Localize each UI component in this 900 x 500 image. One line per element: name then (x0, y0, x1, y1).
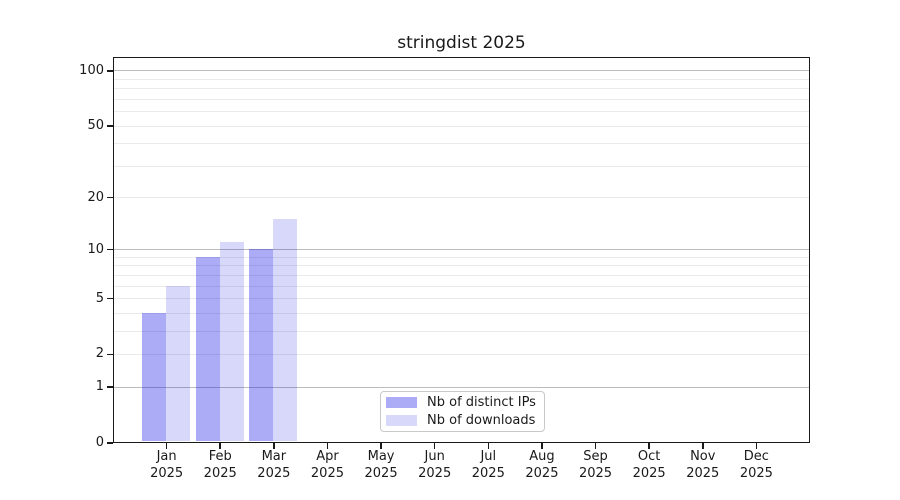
x-tick-mark (648, 443, 650, 449)
x-tick-mark (755, 443, 758, 449)
legend-label-distinct-ips: Nb of distinct IPs (427, 395, 536, 410)
legend: Nb of distinct IPs Nb of downloads (380, 391, 545, 432)
y-tick-label: 20 (87, 189, 104, 205)
plot-area (113, 57, 810, 443)
gridline-minor (114, 143, 809, 145)
bar-distinct-ips (142, 312, 167, 441)
x-tick-label: Sep 2025 (578, 449, 613, 481)
bar-distinct-ips (249, 249, 274, 441)
legend-item-distinct-ips: Nb of distinct IPs (386, 395, 544, 410)
x-tick-mark (541, 443, 543, 449)
gridline-major (114, 386, 809, 388)
legend-swatch-distinct-ips (386, 397, 417, 408)
gridline-minor (114, 256, 809, 258)
bar-downloads (219, 242, 244, 441)
gridline-minor (114, 98, 809, 100)
gridline-major (114, 249, 809, 251)
gridline-minor (114, 285, 809, 287)
y-tick-mark (107, 196, 113, 199)
gridline-minor (114, 298, 809, 300)
gridline-minor (114, 353, 809, 355)
x-tick-label: Aug 2025 (525, 449, 559, 481)
gridline-minor (114, 88, 809, 90)
x-tick-label: Oct 2025 (632, 449, 666, 481)
y-tick-mark (107, 442, 113, 444)
gridline-minor (114, 312, 809, 314)
y-tick-mark (107, 353, 113, 356)
x-tick-label: Jul 2025 (471, 449, 505, 481)
y-tick-label: 5 (95, 290, 104, 306)
x-tick-mark (487, 443, 490, 449)
y-tick-label: 100 (79, 62, 104, 78)
x-tick-label: Dec 2025 (739, 449, 773, 481)
legend-swatch-downloads (386, 415, 417, 426)
gridline-minor (114, 330, 809, 332)
x-tick-label: May 2025 (364, 449, 398, 481)
x-tick-mark (165, 443, 168, 449)
gridline-major (114, 70, 809, 72)
x-tick-mark (433, 443, 436, 449)
gridline-minor (114, 265, 809, 267)
y-tick-mark (107, 70, 113, 72)
y-tick-mark (107, 248, 113, 251)
bar-distinct-ips (195, 256, 220, 441)
y-tick-label: 50 (87, 118, 104, 134)
y-tick-mark (107, 125, 113, 127)
bar-downloads (166, 285, 191, 441)
x-tick-mark (219, 443, 221, 449)
x-tick-mark (273, 443, 275, 449)
y-tick-mark (107, 297, 113, 300)
y-tick-label: 10 (87, 241, 104, 257)
x-tick-mark (594, 443, 597, 449)
gridline-minor (114, 197, 809, 199)
chart-title: stringdist 2025 (397, 33, 526, 53)
x-tick-label: Nov 2025 (686, 449, 720, 481)
x-tick-label: Jun 2025 (418, 449, 452, 481)
x-tick-label: Feb 2025 (203, 449, 237, 481)
legend-label-downloads: Nb of downloads (427, 413, 536, 428)
x-tick-mark (702, 443, 704, 449)
y-tick-label: 2 (95, 346, 104, 362)
y-tick-mark (107, 386, 113, 388)
x-tick-label: Apr 2025 (310, 449, 344, 481)
gridline-minor (114, 165, 809, 167)
gridline-minor (114, 111, 809, 113)
legend-item-downloads: Nb of downloads (386, 413, 544, 428)
bar-downloads (273, 219, 298, 441)
x-tick-mark (380, 443, 382, 449)
y-tick-label: 1 (95, 379, 104, 395)
x-tick-label: Mar 2025 (257, 449, 291, 481)
y-tick-label: 0 (95, 435, 104, 450)
gridline-minor (114, 78, 809, 80)
x-tick-label: Jan 2025 (150, 449, 184, 481)
gridline-minor (114, 125, 809, 127)
gridline-minor (114, 274, 809, 276)
x-tick-mark (326, 443, 329, 449)
